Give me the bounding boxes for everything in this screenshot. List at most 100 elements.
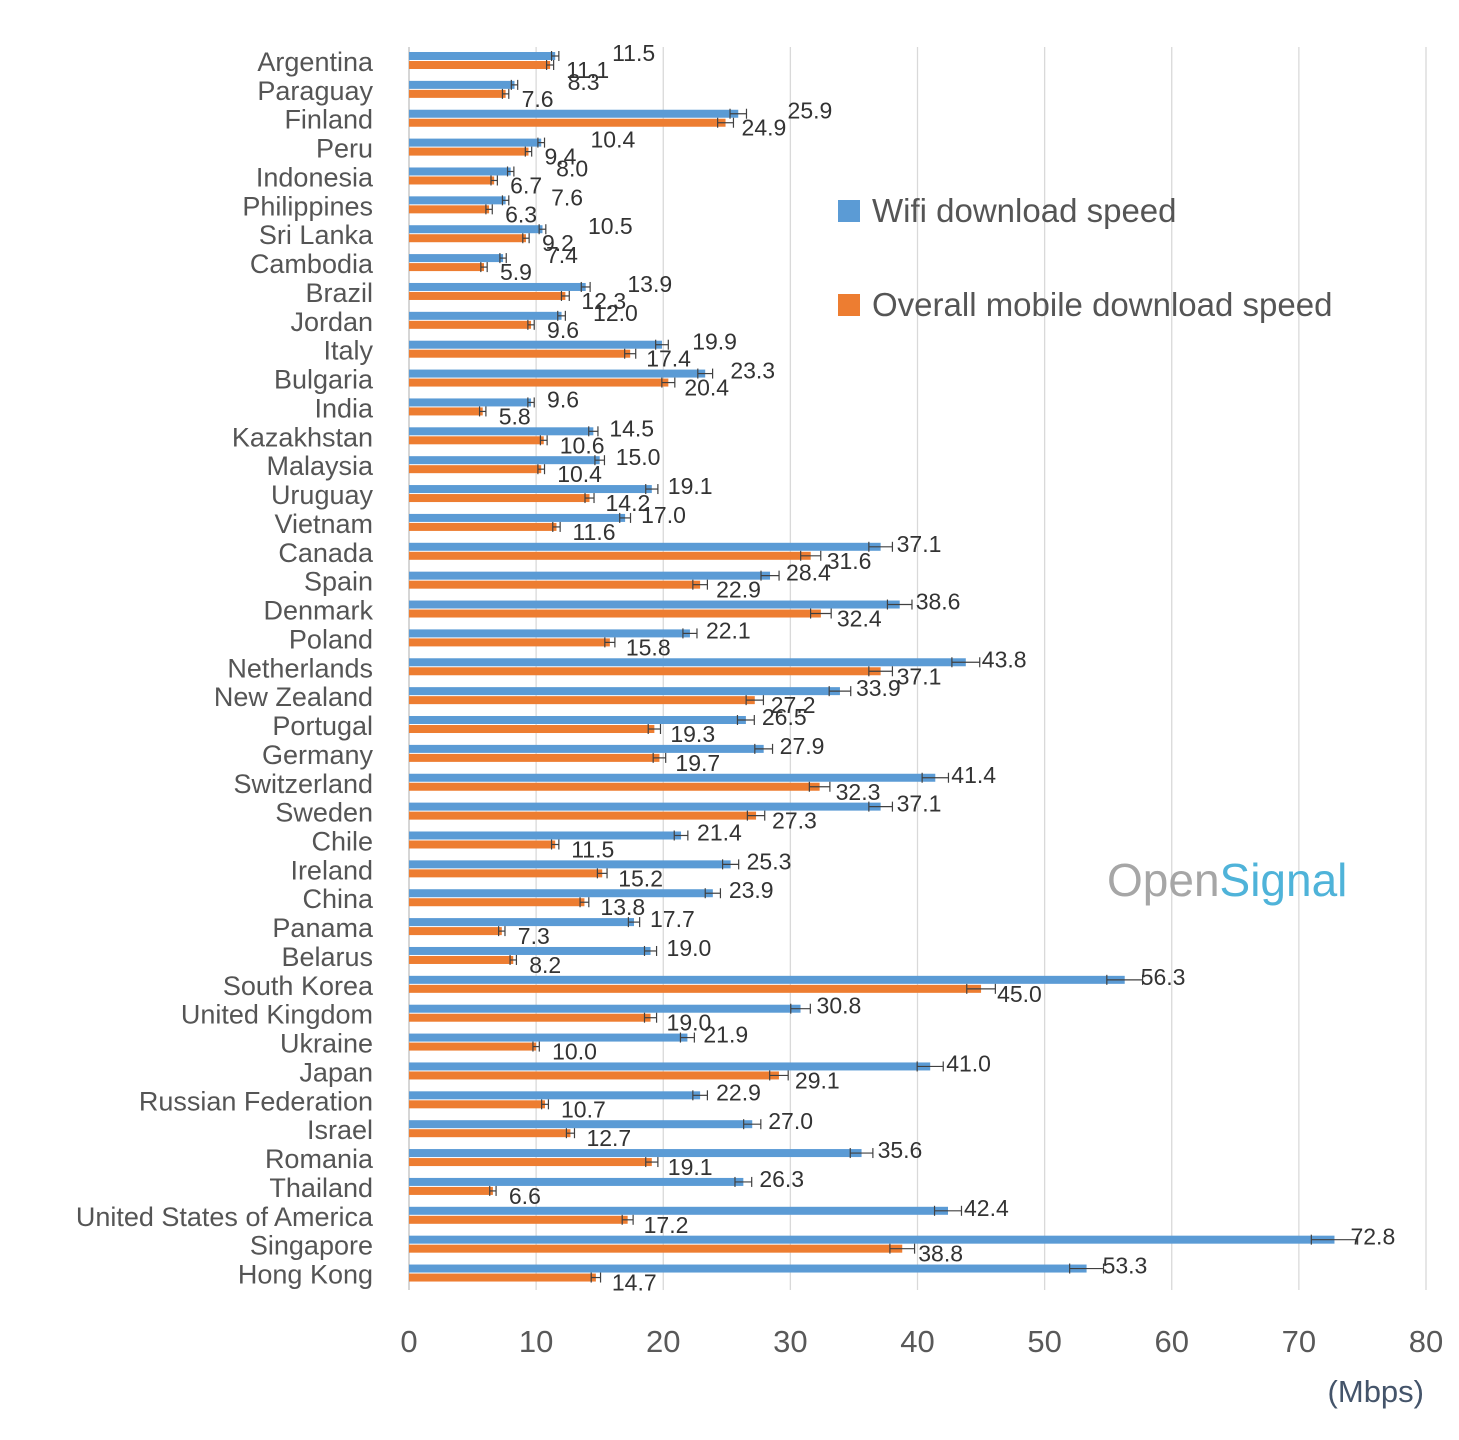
value-label-mobile: 22.9 (716, 577, 761, 603)
country-label: Malaysia (266, 451, 374, 481)
bar-mobile (409, 638, 610, 647)
value-label-mobile: 10.6 (560, 432, 605, 458)
country-label: Uruguay (271, 480, 374, 510)
bar-mobile (409, 898, 585, 907)
bar-mobile (409, 782, 820, 791)
bar-mobile (409, 1244, 903, 1253)
x-tick-label: 30 (773, 1324, 807, 1359)
value-label-wifi: 7.6 (551, 184, 583, 210)
bar-wifi (409, 1206, 949, 1215)
value-label-wifi: 15.0 (616, 444, 661, 470)
value-label-mobile: 45.0 (997, 981, 1042, 1007)
bar-wifi (409, 513, 626, 522)
bar-wifi (409, 1149, 862, 1158)
bar-wifi (409, 831, 682, 840)
bar-mobile (409, 320, 532, 329)
value-label-mobile: 29.1 (795, 1067, 840, 1093)
bar-mobile (409, 1129, 571, 1138)
bar-wifi (409, 687, 840, 696)
country-label: Ukraine (280, 1029, 373, 1059)
logo-part-signal: Signal (1220, 854, 1348, 906)
bar-mobile (409, 291, 566, 300)
value-label-wifi: 21.4 (697, 819, 742, 845)
value-label-wifi: 37.1 (897, 791, 942, 817)
x-axis-ticks: 0 10 20 30 40 50 60 70 80 (400, 1324, 1443, 1359)
bar-wifi (409, 1004, 801, 1013)
country-label: New Zealand (214, 682, 373, 712)
country-label: Indonesia (256, 162, 374, 192)
bar-mobile (409, 118, 726, 127)
value-label-mobile: 5.9 (500, 259, 532, 285)
bar-wifi (409, 889, 713, 898)
value-label-wifi: 27.9 (780, 733, 825, 759)
bar-wifi (409, 52, 556, 60)
value-label-mobile: 19.3 (670, 721, 715, 747)
bars (409, 51, 1359, 1283)
value-label-mobile: 19.7 (675, 750, 720, 776)
value-label-wifi: 19.0 (667, 935, 712, 961)
bar-wifi (409, 167, 511, 176)
country-label: Israel (307, 1115, 373, 1145)
bar-wifi (409, 456, 600, 465)
value-label-mobile: 7.6 (522, 86, 554, 112)
bar-wifi (409, 860, 731, 869)
bar-wifi (409, 1062, 931, 1071)
country-label: Canada (278, 538, 374, 568)
value-label-mobile: 14.7 (612, 1270, 657, 1296)
country-label: United States of America (76, 1202, 374, 1232)
country-label: Poland (289, 624, 373, 654)
country-label: South Korea (223, 971, 374, 1001)
value-label-wifi: 21.9 (703, 1022, 748, 1048)
value-label-wifi: 42.4 (964, 1195, 1009, 1221)
category-labels: ArgentinaParaguayFinlandPeruIndonesiaPhi… (76, 47, 374, 1290)
value-label-wifi: 25.9 (788, 98, 833, 124)
bar-mobile (409, 1042, 537, 1051)
bar-mobile (409, 840, 556, 849)
x-tick-label: 60 (1155, 1324, 1189, 1359)
bar-mobile (409, 1013, 651, 1022)
legend-label-wifi: Wifi download speed (872, 192, 1177, 229)
bar-mobile (409, 349, 631, 358)
country-label: Brazil (305, 278, 373, 308)
value-label-mobile: 31.6 (827, 548, 872, 574)
bar-mobile (409, 522, 557, 531)
value-label-mobile: 17.2 (644, 1212, 689, 1238)
value-label-wifi: 56.3 (1141, 964, 1186, 990)
value-label-wifi: 30.8 (817, 993, 862, 1019)
bar-mobile (409, 811, 757, 820)
bar-wifi (409, 629, 690, 638)
country-label: Belarus (281, 942, 373, 972)
bar-wifi (409, 1120, 753, 1129)
value-label-wifi: 23.3 (730, 358, 775, 384)
bar-mobile (409, 205, 490, 214)
value-label-wifi: 53.3 (1103, 1253, 1148, 1279)
legend-swatch-mobile (838, 294, 860, 316)
bar-wifi (409, 600, 900, 609)
value-label-mobile: 24.9 (742, 115, 787, 141)
bar-wifi (409, 1235, 1335, 1244)
value-label-mobile: 12.3 (581, 288, 626, 314)
bar-mobile (409, 378, 669, 387)
value-label-mobile: 12.7 (586, 1125, 631, 1151)
value-label-mobile: 6.3 (505, 201, 537, 227)
value-label-mobile: 27.2 (771, 692, 816, 718)
value-label-mobile: 15.8 (626, 634, 671, 660)
value-label-mobile: 6.6 (509, 1183, 541, 1209)
bar-wifi (409, 918, 635, 927)
value-label-mobile: 7.3 (518, 923, 550, 949)
country-label: Panama (272, 913, 374, 943)
bar-wifi (409, 196, 506, 205)
value-label-mobile: 15.2 (618, 865, 663, 891)
value-label-wifi: 8.0 (556, 155, 588, 181)
value-label-wifi: 8.3 (568, 69, 600, 95)
value-label-wifi: 28.4 (786, 560, 831, 586)
country-label: Romania (265, 1144, 374, 1174)
country-label: Netherlands (227, 653, 373, 683)
value-label-wifi: 35.6 (878, 1137, 923, 1163)
value-label-mobile: 6.7 (510, 172, 542, 198)
value-label-wifi: 10.4 (590, 127, 635, 153)
bar-wifi (409, 485, 652, 494)
country-label: Kazakhstan (232, 422, 373, 452)
value-label-mobile: 9.2 (542, 230, 574, 256)
country-label: Thailand (269, 1173, 373, 1203)
